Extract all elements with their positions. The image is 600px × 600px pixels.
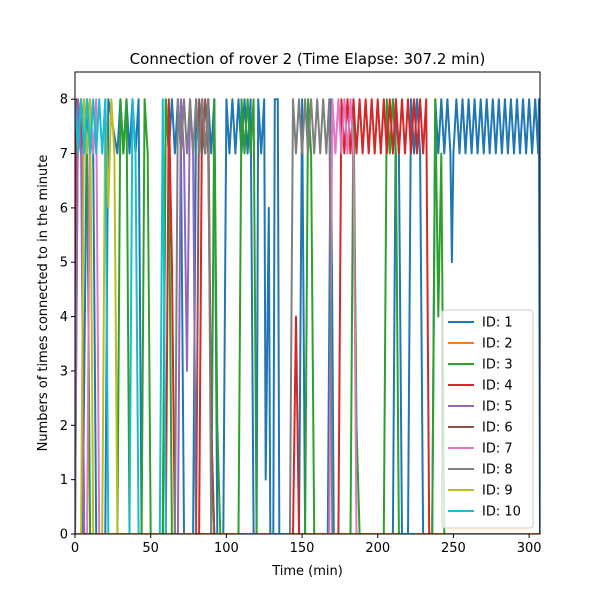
series-1-line-8 — [298, 98, 307, 534]
series-1-line-7 — [272, 98, 281, 534]
x-tick-label: 50 — [142, 541, 159, 556]
series-10-line-2 — [128, 98, 140, 534]
legend-item: ID: 4 — [448, 379, 513, 394]
x-tick-label: 100 — [214, 541, 239, 556]
series-4-line-2 — [164, 98, 176, 534]
y-tick-label: 2 — [60, 419, 68, 434]
x-tick-label: 300 — [517, 541, 542, 556]
legend-item: ID: 1 — [448, 316, 513, 331]
series-3-line-6 — [237, 98, 258, 534]
series-7-line-1 — [86, 98, 101, 534]
legend: ID: 1 ID: 2 ID: 3 ID: 4 ID: 5 ID: 6 ID: 7 ID: 8… — [441, 309, 534, 529]
y-tick-label: 7 — [60, 147, 68, 162]
legend-label: ID: 9 — [482, 484, 513, 499]
y-tick-label: 4 — [60, 310, 68, 325]
legend-item: ID: 9 — [448, 484, 513, 499]
series-3-line-5 — [210, 98, 222, 534]
series-4-line-5 — [337, 98, 431, 534]
series-10 — [75, 98, 167, 534]
legend-label: ID: 3 — [482, 358, 513, 373]
series-5-line-1 — [75, 98, 88, 534]
series-1-line-6 — [255, 98, 272, 534]
series-8-line-1 — [173, 98, 213, 534]
axes-ticks: 0 50 100 150 200 250 300 0 1 2 3 4 5 6 7 8 — [60, 93, 542, 556]
legend-item: ID: 2 — [448, 337, 513, 352]
legend-label: ID: 4 — [482, 379, 513, 394]
legend-label: ID: 7 — [482, 442, 513, 457]
y-tick-label: 5 — [60, 256, 68, 271]
y-tick-label: 8 — [60, 93, 68, 108]
x-tick-label: 200 — [365, 541, 390, 556]
legend-label: ID: 10 — [482, 505, 521, 520]
legend-item: ID: 6 — [448, 421, 513, 436]
series-7 — [86, 98, 358, 534]
x-tick-label: 0 — [71, 541, 79, 556]
legend-item: ID: 3 — [448, 358, 513, 373]
legend-label: ID: 5 — [482, 400, 513, 415]
series-9-line-2 — [101, 98, 119, 534]
series-10-line-1 — [75, 98, 110, 534]
legend-label: ID: 2 — [482, 337, 513, 352]
legend-item: ID: 5 — [448, 400, 513, 415]
x-axis-title: Time (min) — [271, 564, 343, 579]
y-tick-label: 6 — [60, 201, 68, 216]
legend-label: ID: 1 — [482, 316, 513, 331]
legend-item: ID: 8 — [448, 463, 513, 478]
axes-frame — [74, 71, 541, 535]
series-1-line-13 — [452, 98, 540, 534]
y-tick-label: 1 — [60, 473, 68, 488]
series-10-line-3 — [158, 98, 167, 534]
series-8 — [173, 98, 334, 534]
legend-label: ID: 6 — [482, 421, 513, 436]
legend-label: ID: 8 — [482, 463, 513, 478]
x-tick-label: 250 — [441, 541, 466, 556]
series-3-line-3 — [140, 98, 152, 534]
series-1-line-9 — [326, 98, 335, 534]
legend-item: ID: 7 — [448, 442, 513, 457]
y-axis-title: Numbers of times connected to in the min… — [36, 155, 51, 452]
series-7-line-2 — [328, 98, 358, 534]
plot-area — [75, 98, 540, 534]
legend-item: ID: 10 — [448, 505, 521, 520]
series-3-line-2 — [116, 98, 131, 534]
x-tick-label: 150 — [290, 541, 315, 556]
series-8-line-2 — [288, 98, 334, 534]
chart-title: Connection of rover 2 (Time Elapse: 307.… — [130, 50, 486, 68]
series-4-line-4 — [292, 315, 300, 534]
y-tick-label: 0 — [60, 528, 68, 543]
y-tick-label: 3 — [60, 364, 68, 379]
series-3-line-10 — [431, 98, 446, 534]
